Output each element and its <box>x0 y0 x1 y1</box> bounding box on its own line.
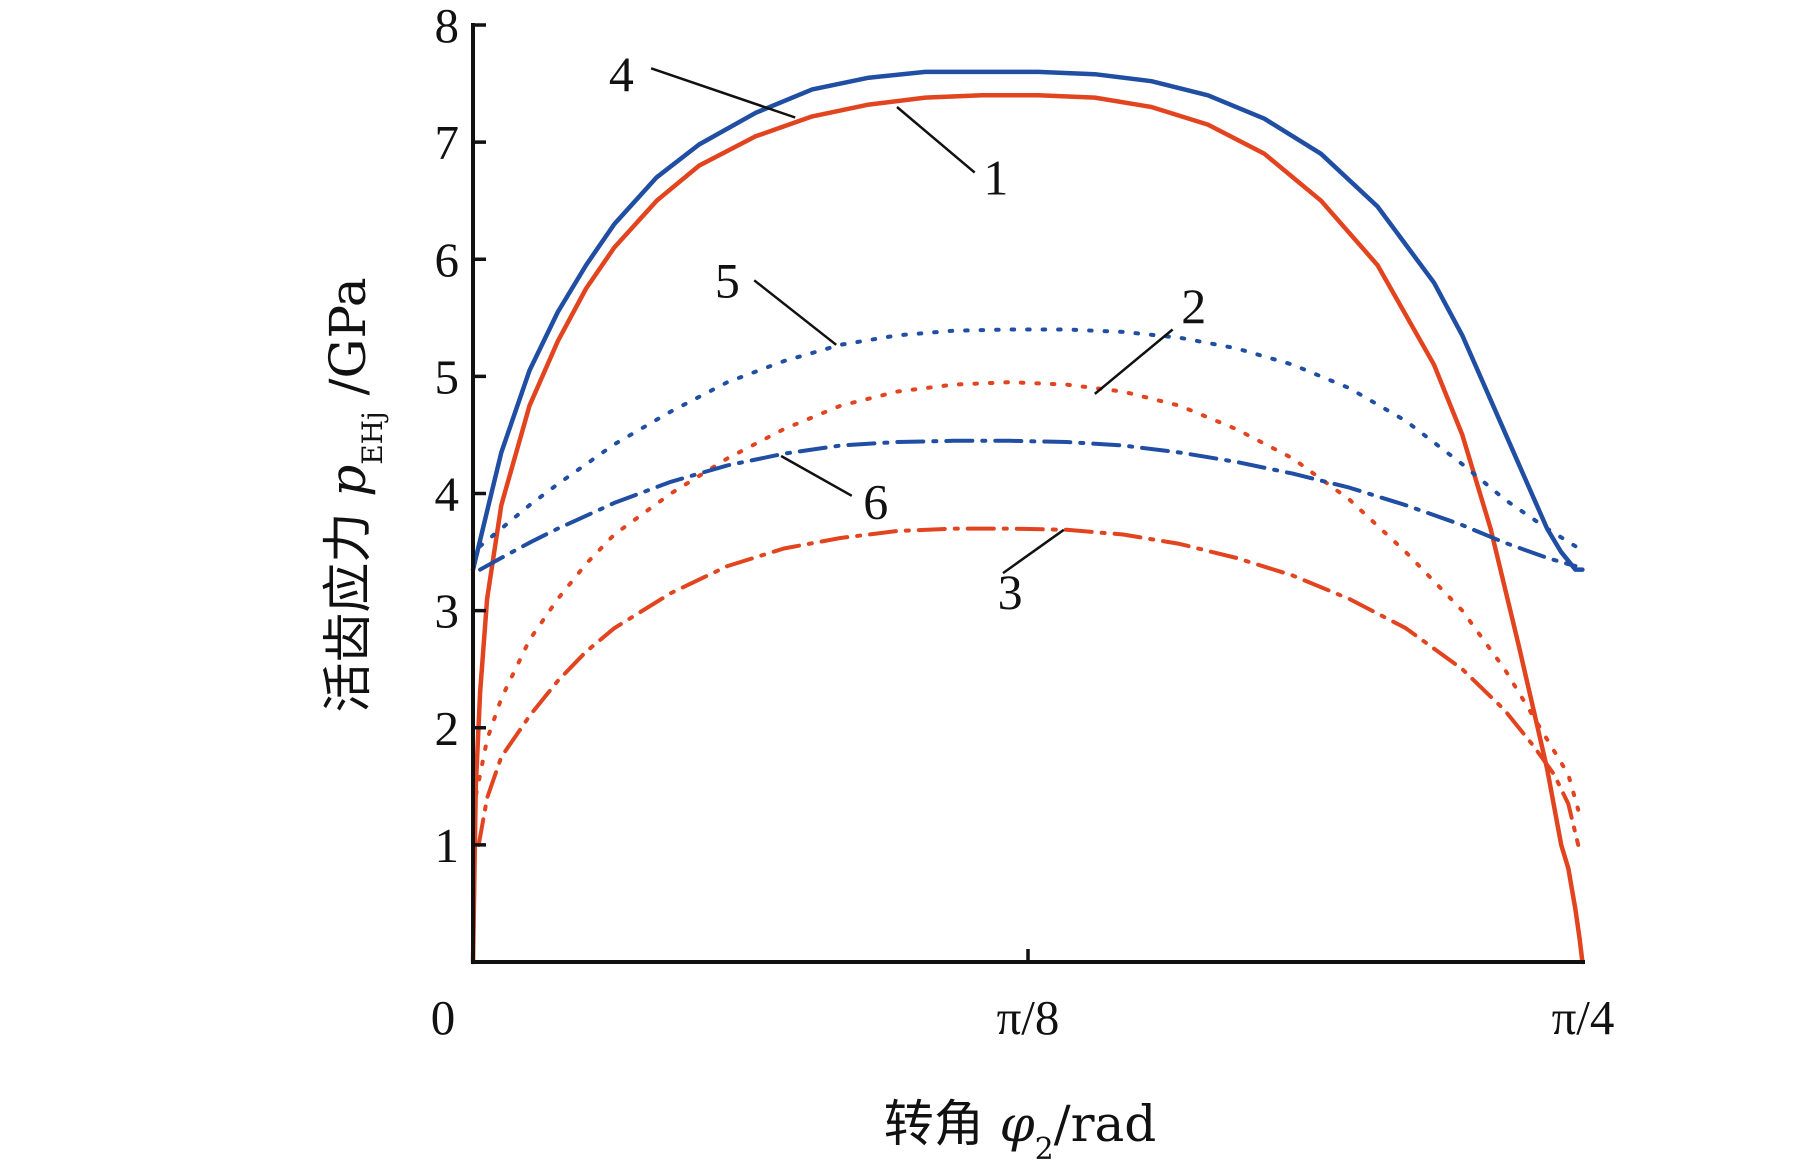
leader-line-2 <box>1094 328 1174 395</box>
y-tick-label-1: 1 <box>435 818 460 873</box>
x-tick-label-1: π/8 <box>997 990 1060 1045</box>
y-tick-label-8: 8 <box>435 0 460 53</box>
leader-line-3 <box>1002 528 1065 575</box>
x-tick-label-0: 0 <box>431 990 456 1045</box>
curve-6 <box>478 438 1578 572</box>
curve-label-1: 1 <box>983 149 1008 205</box>
leader-line-5 <box>753 279 837 346</box>
axes <box>471 23 1585 964</box>
leader-line-1 <box>896 106 976 174</box>
y-tick-label-6: 6 <box>435 232 460 287</box>
curve-label-5: 5 <box>715 252 740 308</box>
leader-line-6 <box>780 454 853 497</box>
curve-3 <box>476 526 1581 847</box>
curve-1 <box>470 93 1585 965</box>
y-tick-label-4: 4 <box>435 467 460 522</box>
y-tick-label-2: 2 <box>435 701 460 756</box>
curve-4 <box>470 69 1585 572</box>
curve-2 <box>471 380 1581 812</box>
x-axis-title: 转角 φ2/rad <box>884 1095 1157 1160</box>
data-curves <box>470 69 1585 965</box>
y-axis-title: 活齿应力 pEHj /GPa <box>319 277 389 712</box>
curve-5 <box>478 327 1578 549</box>
y-tick-label-3: 3 <box>435 584 460 639</box>
curve-label-4: 4 <box>609 46 634 102</box>
leader-line-4 <box>650 67 796 119</box>
x-tick-label-2: π/4 <box>1552 990 1615 1045</box>
y-tick-label-7: 7 <box>435 115 460 170</box>
axis-ticks: 1 2 3 4 5 6 7 8 0 π/8 π/4 <box>431 0 1615 1045</box>
curve-label-3: 3 <box>998 564 1023 620</box>
curve-labels: 1 2 3 4 5 6 <box>609 46 1206 620</box>
label-leader-lines <box>650 67 1174 575</box>
curve-label-6: 6 <box>863 474 888 530</box>
y-tick-label-5: 5 <box>435 349 460 404</box>
curve-label-2: 2 <box>1181 278 1206 334</box>
